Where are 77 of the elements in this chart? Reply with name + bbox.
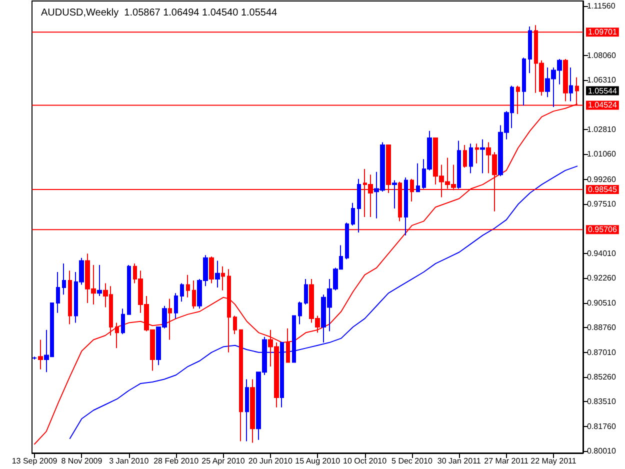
candlestick	[174, 292, 178, 320]
y-tick-label: 0.85260	[587, 372, 616, 382]
x-tick-label: 28 Feb 2010	[154, 456, 200, 466]
y-tick-label: 0.94010	[587, 249, 616, 258]
x-tick-label: 15 Aug 2010	[295, 456, 341, 466]
candlestick	[480, 138, 485, 174]
candlestick	[115, 322, 119, 349]
y-tick-label: 0.88760	[587, 323, 616, 332]
y-tick-label: 1.08060	[587, 50, 616, 60]
candlestick	[475, 143, 479, 164]
candlestick	[298, 301, 302, 325]
y-tick-label: 1.06310	[587, 76, 616, 84]
x-tick-label: 8 Nov 2009	[61, 456, 103, 466]
line-series	[69, 166, 578, 439]
x-tick-label: 27 Mar 2011	[484, 456, 530, 466]
candlestick	[68, 270, 72, 325]
ref-line-label: 0.95706	[588, 225, 618, 234]
text: AUDUSD,Weekly 1.05867 1.06494 1.04540 1.05544	[41, 8, 278, 18]
candlestick	[416, 162, 420, 192]
candlestick	[250, 378, 255, 444]
y-tick-label: 0.81760	[587, 422, 616, 431]
candlestick	[221, 266, 225, 291]
candlestick	[32, 356, 37, 360]
y-tick-label: 0.83510	[587, 397, 616, 406]
x-tick-label: 25 Apr 2010	[202, 456, 246, 466]
candlestick	[121, 308, 125, 335]
candlestick	[192, 280, 196, 310]
y-tick-label: 1.01060	[587, 150, 616, 159]
candlestick	[304, 278, 308, 305]
candlestick	[457, 140, 461, 190]
candlestick	[209, 256, 214, 284]
candlestick	[180, 282, 184, 302]
candlestick	[286, 328, 290, 363]
x-tick-label: 22 May 2011	[530, 456, 577, 466]
y-tick-label: 0.90510	[587, 298, 616, 308]
y-tick-label: 1.11560	[587, 1, 616, 10]
candlestick	[186, 274, 190, 298]
candlestick	[168, 298, 172, 340]
x-tick-label: 20 Jun 2010	[248, 456, 293, 466]
candlestick	[392, 180, 397, 210]
candlestick	[569, 66, 573, 102]
candlestick	[563, 58, 568, 102]
x-tick-label: 10 Oct 2010	[342, 456, 388, 466]
x-tick-label: 3 Jan 2010	[109, 456, 150, 466]
y-tick-label: 0.99260	[587, 174, 616, 184]
y-tick-label: 1.02810	[587, 124, 616, 134]
candlestick	[522, 57, 526, 106]
candlestick	[215, 260, 220, 288]
candlestick	[245, 378, 249, 442]
candlestick	[97, 264, 102, 296]
candlestick	[345, 222, 349, 260]
candlestick	[239, 329, 243, 442]
candlestick	[227, 268, 231, 353]
candlestick	[528, 26, 532, 74]
candlestick	[292, 315, 296, 363]
x-tick-label: 30 Jan 2011	[437, 456, 482, 466]
y-tick-label: 0.97510	[587, 200, 616, 209]
ref-line-label: 1.04524	[588, 100, 618, 110]
x-tick-label: 5 Dec 2010	[392, 456, 433, 466]
candlestick	[404, 176, 408, 236]
y-tick-label: 0.87010	[587, 348, 616, 357]
candlestick	[233, 315, 237, 335]
candlestick	[127, 264, 131, 315]
candlestick	[56, 272, 60, 314]
y-tick-label: 0.92260	[587, 274, 616, 283]
y-tick-label: 0.80010	[587, 446, 616, 456]
candlestick	[469, 143, 473, 174]
candlestick	[38, 339, 43, 370]
candlestick	[62, 263, 66, 296]
ref-line-label: 1.09701	[588, 28, 618, 37]
ref-line-label: 0.98545	[588, 185, 618, 194]
candlestick	[357, 178, 361, 233]
annotation: 1.05544	[588, 86, 618, 96]
candlestick	[351, 202, 355, 226]
x-tick-label: 13 Sep 2009	[12, 456, 58, 466]
candlestick	[463, 144, 467, 168]
candlestick	[280, 342, 284, 408]
